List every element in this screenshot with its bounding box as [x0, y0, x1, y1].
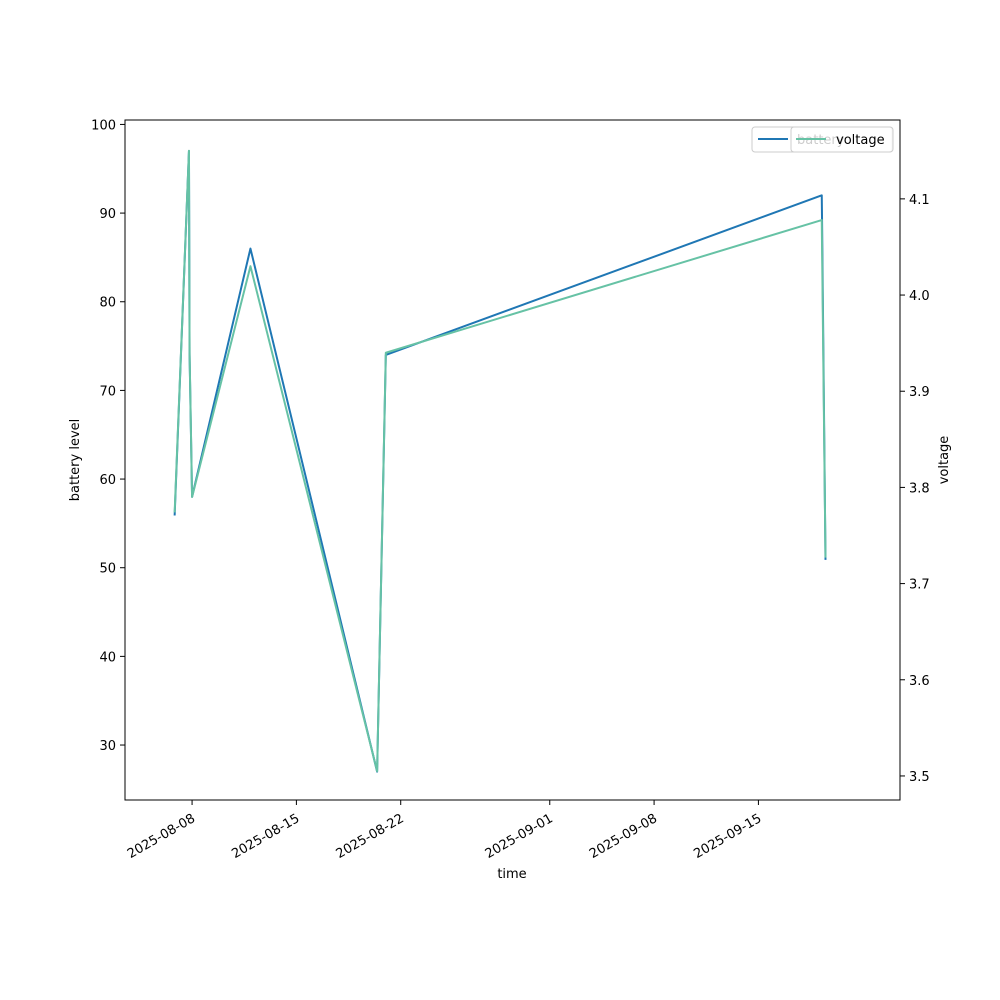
x-tick-label-2: 2025-08-22 — [334, 811, 407, 862]
y-left-tick-label-5: 80 — [99, 296, 116, 311]
y-right-tick-layer: 3.5 3.6 3.7 3.8 3.9 4.0 4.1 — [900, 193, 930, 785]
y-right-tick-label-0: 3.5 — [909, 770, 930, 785]
legend-voltage-frame — [790, 126, 894, 153]
x-tick-label-5: 2025-09-15 — [691, 811, 764, 862]
series-line-voltage — [173, 149, 827, 773]
y-left-tick-label-2: 50 — [99, 562, 116, 577]
y-right-tick-label-6: 4.1 — [909, 193, 930, 208]
y-left-tick-label-7: 100 — [91, 118, 116, 133]
y-right-tick-label-2: 3.7 — [909, 578, 930, 593]
series-layer — [173, 149, 827, 773]
x-tick-label-4: 2025-09-08 — [587, 811, 660, 862]
y-right-axis-title: voltage — [937, 436, 952, 485]
x-axis-title: time — [497, 867, 526, 882]
x-tick-label-0: 2025-08-08 — [125, 811, 198, 862]
x-tick-label-3: 2025-09-01 — [483, 811, 556, 862]
y-left-tick-layer: 30 40 50 60 70 80 90 100 — [91, 118, 125, 754]
plot-background — [125, 120, 900, 800]
y-left-tick-label-6: 90 — [99, 207, 116, 222]
y-right-tick-label-5: 4.0 — [909, 289, 930, 304]
plot-frame — [124, 119, 901, 801]
y-left-axis-title: battery level — [68, 419, 83, 502]
y-right-tick-label-1: 3.6 — [909, 674, 930, 689]
x-tick-label-1: 2025-08-15 — [229, 811, 302, 862]
y-right-tick-label-3: 3.8 — [909, 481, 930, 496]
y-left-tick-label-3: 60 — [99, 473, 116, 488]
y-right-tick-label-4: 3.9 — [909, 385, 930, 400]
x-tick-layer: 2025-08-08 2025-08-15 2025-08-22 2025-09-01… — [125, 800, 764, 862]
y-left-tick-label-1: 40 — [99, 650, 116, 665]
y-left-tick-label-0: 30 — [99, 739, 116, 754]
legend-voltage-label: voltage — [836, 133, 885, 148]
axes-layer — [124, 119, 901, 801]
legend-voltage: voltage — [790, 126, 894, 153]
y-left-tick-label-4: 70 — [99, 384, 116, 399]
